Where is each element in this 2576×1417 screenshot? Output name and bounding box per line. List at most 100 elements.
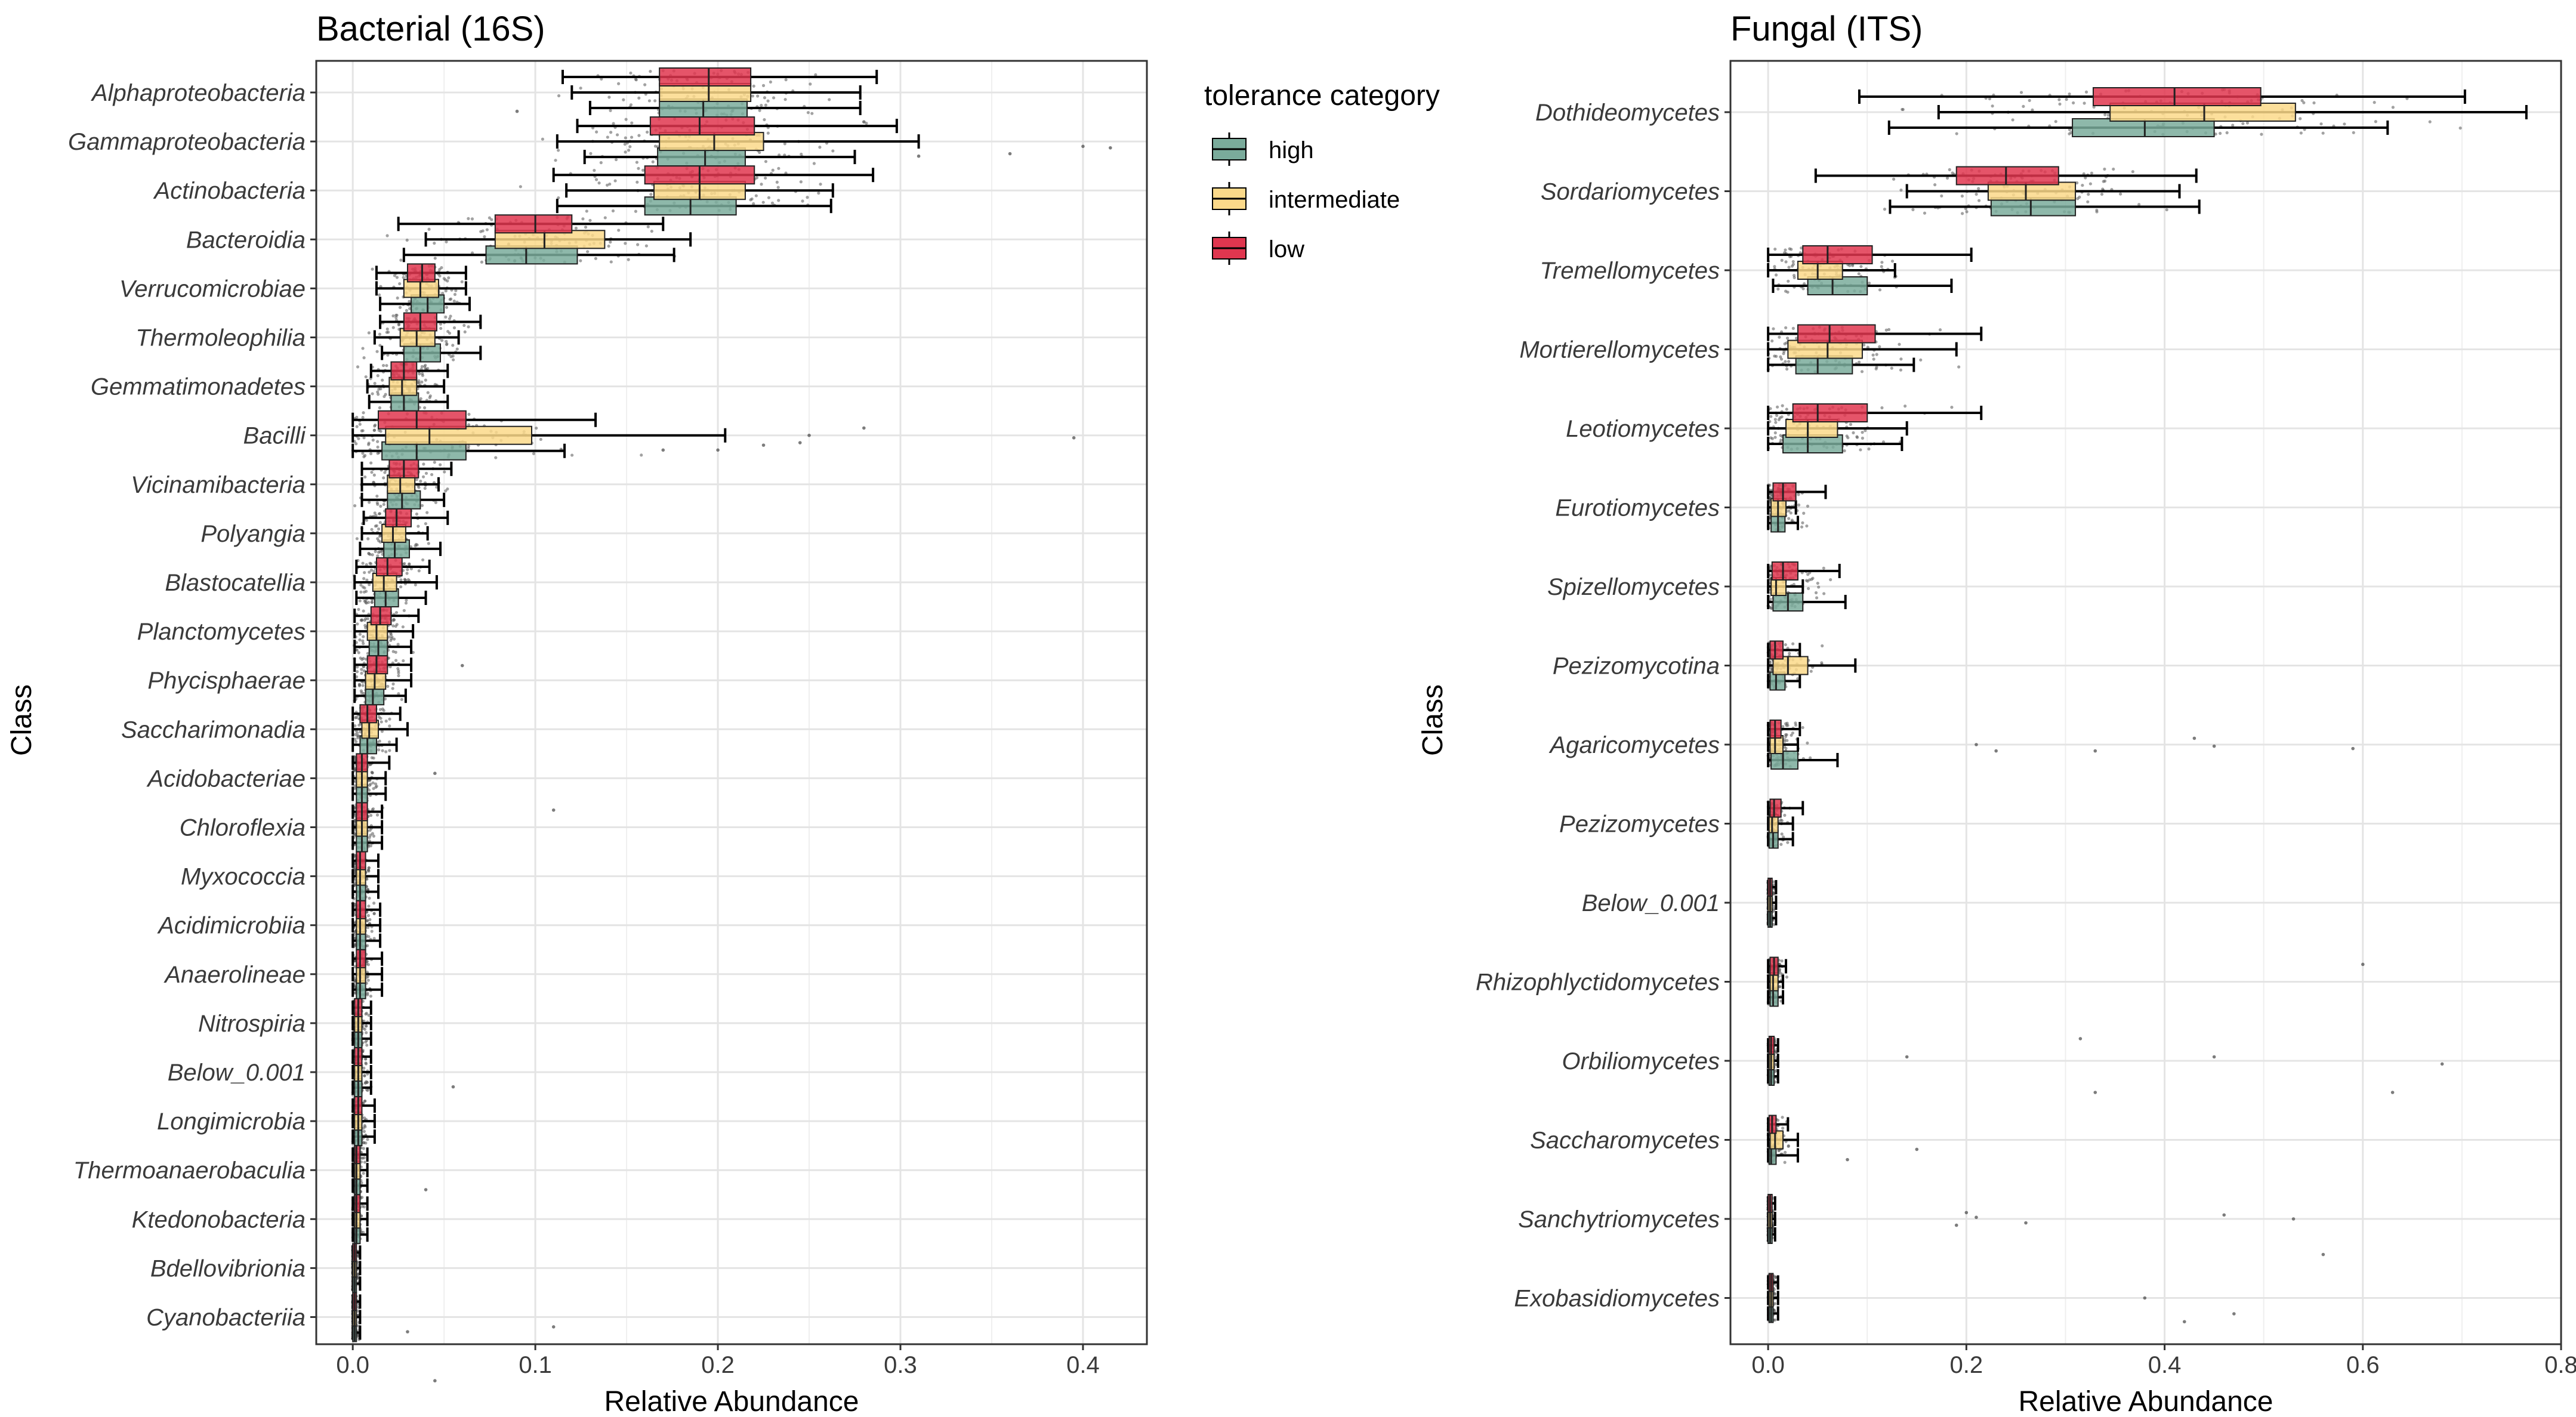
bacterial-jitter-point: [593, 169, 596, 172]
fungal-jitter-point: [1820, 661, 1823, 664]
bacterial-jitter-point: [581, 217, 584, 220]
fungal-jitter-point: [1948, 168, 1951, 171]
bacterial-jitter-point: [762, 84, 765, 87]
fungal-jitter-point: [1769, 598, 1772, 601]
fungal-jitter-point: [1940, 195, 1943, 197]
bacterial-jitter-point: [363, 571, 366, 574]
bacterial-jitter-point: [490, 218, 493, 221]
bacterial-jitter-point: [399, 258, 402, 261]
bacterial-jitter-point: [429, 394, 432, 397]
bacterial-jitter-point: [366, 1081, 369, 1084]
bacterial-jitter-point: [405, 309, 408, 312]
bacterial-jitter-point: [398, 282, 401, 285]
fungal-jitter-point: [2020, 91, 2023, 94]
fungal-jitter-point: [1880, 265, 1883, 268]
box-iqr: [356, 950, 365, 968]
bacterial-outlier-point: [1081, 145, 1085, 149]
box-iqr: [356, 901, 365, 919]
bacterial-jitter-point: [376, 452, 379, 455]
bacterial-jitter-point: [627, 258, 630, 261]
bacterial-jitter-point: [356, 537, 359, 540]
bacterial-jitter-point: [831, 149, 834, 152]
bacterial-panel: Bacterial (16S) Relative Abundance Class…: [6, 10, 1147, 1417]
bacterial-jitter-point: [758, 151, 761, 154]
bacterial-jitter-point: [624, 150, 627, 153]
bacterial-jitter-point: [363, 1074, 366, 1077]
bacterial-jitter-point: [397, 674, 400, 677]
bacterial-category-label: Myxococcia: [181, 864, 306, 890]
bacterial-jitter-point: [364, 601, 367, 604]
bacterial-jitter-point: [604, 216, 607, 219]
bacterial-jitter-point: [386, 685, 389, 688]
bacterial-jitter-point: [370, 569, 373, 572]
bacterial-jitter-point: [364, 617, 367, 620]
fungal-category-label: Rhizophlyctidomycetes: [1476, 970, 1720, 996]
bacterial-outlier-point: [424, 1188, 428, 1191]
bacterial-jitter-point: [361, 416, 364, 419]
fungal-x-tick-label: 0.2: [1950, 1352, 1983, 1378]
bacterial-jitter-point: [600, 161, 603, 164]
bacterial-category-label: Gemmatimonadetes: [91, 374, 306, 400]
bacterial-jitter-point: [810, 112, 813, 115]
bacterial-jitter-point: [391, 624, 394, 627]
fungal-jitter-point: [2231, 124, 2234, 126]
bacterial-jitter-point: [382, 503, 385, 506]
fungal-jitter-point: [1858, 360, 1861, 363]
bacterial-jitter-point: [366, 537, 369, 540]
fungal-category-label: Sanchytriomycetes: [1518, 1206, 1720, 1233]
bacterial-jitter-point: [609, 131, 612, 134]
bacterial-jitter-point: [447, 276, 450, 279]
bacterial-jitter-point: [384, 750, 387, 753]
bacterial-category-label: Acidimicrobiia: [157, 913, 306, 939]
bacterial-jitter-point: [356, 622, 359, 625]
bacterial-jitter-point: [360, 658, 363, 661]
bacterial-jitter-point: [422, 462, 425, 465]
bacterial-jitter-point: [373, 474, 376, 477]
bacterial-jitter-point: [634, 210, 637, 213]
bacterial-jitter-point: [378, 406, 381, 409]
bacterial-jitter-point: [365, 590, 368, 593]
fungal-jitter-point: [1776, 288, 1779, 291]
bacterial-jitter-point: [595, 131, 598, 134]
bacterial-jitter-point: [755, 194, 758, 197]
bacterial-jitter-point: [758, 109, 761, 112]
bacterial-jitter-point: [369, 844, 372, 847]
bacterial-jitter-point: [649, 70, 652, 73]
bacterial-jitter-point: [366, 993, 369, 996]
bacterial-jitter-point: [419, 480, 422, 483]
bacterial-jitter-point: [403, 578, 406, 581]
bacterial-jitter-point: [374, 524, 377, 527]
bacterial-jitter-point: [363, 436, 366, 439]
bacterial-jitter-point: [763, 96, 766, 99]
bacterial-jitter-point: [584, 226, 587, 229]
fungal-category-label: Saccharomycetes: [1530, 1128, 1720, 1154]
fungal-jitter-point: [2322, 132, 2325, 135]
bacterial-jitter-point: [369, 452, 372, 455]
bacterial-jitter-point: [363, 1160, 366, 1163]
bacterial-jitter-point: [424, 522, 427, 525]
bacterial-jitter-point: [361, 640, 364, 643]
bacterial-jitter-point: [399, 306, 402, 309]
bacterial-jitter-point: [372, 757, 375, 760]
bacterial-jitter-point: [654, 144, 657, 147]
bacterial-jitter-point: [390, 635, 393, 638]
box-iqr: [371, 607, 391, 625]
bacterial-jitter-point: [357, 724, 360, 727]
bacterial-category-label: Ktedonobacteria: [132, 1206, 306, 1233]
bacterial-outlier-point: [798, 441, 802, 444]
bacterial-jitter-point: [653, 99, 656, 102]
bacterial-jitter-point: [399, 578, 402, 581]
bacterial-jitter-point: [467, 444, 470, 447]
bacterial-jitter-point: [483, 235, 486, 238]
bacterial-jitter-point: [444, 278, 447, 281]
bacterial-jitter-point: [388, 724, 391, 727]
fungal-jitter-point: [2028, 99, 2031, 102]
bacterial-jitter-point: [377, 748, 380, 751]
bacterial-jitter-point: [622, 98, 625, 101]
fungal-jitter-point: [2260, 133, 2263, 136]
fungal-jitter-point: [1775, 273, 1778, 276]
fungal-jitter-point: [1774, 431, 1777, 434]
bacterial-jitter-point: [356, 425, 359, 428]
bacterial-jitter-point: [756, 94, 759, 97]
bacterial-jitter-point: [467, 325, 470, 328]
